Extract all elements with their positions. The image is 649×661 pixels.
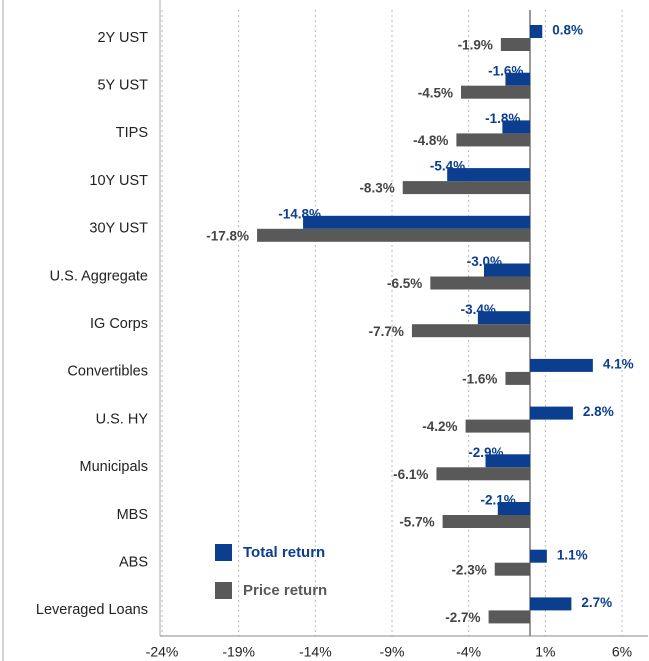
- bar: [494, 562, 530, 576]
- bar: [529, 549, 547, 563]
- bar: [529, 358, 593, 372]
- legend-swatch: [215, 582, 232, 599]
- data-label: -1.9%: [458, 38, 493, 53]
- bar: [477, 311, 530, 325]
- bar: [257, 228, 530, 242]
- data-label: -8.3%: [359, 181, 394, 196]
- data-label: -4.5%: [418, 85, 453, 100]
- bar: [411, 324, 530, 338]
- y-tick-label: 2Y UST: [97, 30, 148, 46]
- data-label: -2.7%: [445, 610, 480, 625]
- data-label: 0.8%: [552, 23, 583, 38]
- data-label: -14.8%: [278, 206, 321, 221]
- data-label: -4.2%: [422, 419, 457, 434]
- y-tick-label: IG Corps: [90, 316, 148, 332]
- y-tick-label: ABS: [119, 555, 148, 571]
- bar: [505, 371, 530, 385]
- x-tick-label: -4%: [456, 644, 481, 660]
- data-label: 2.7%: [581, 595, 612, 610]
- x-tick-label: 6%: [612, 644, 632, 660]
- bar: [442, 515, 530, 528]
- bar: [529, 406, 573, 420]
- data-label: -3.4%: [461, 302, 496, 317]
- y-tick-label: 5Y UST: [97, 78, 148, 94]
- bar: [500, 38, 530, 51]
- data-label: -7.7%: [369, 324, 404, 339]
- bar: [497, 502, 530, 515]
- bar: [465, 419, 530, 433]
- legend-label: Price return: [243, 582, 327, 599]
- y-tick-label: Convertibles: [67, 364, 148, 380]
- bar: [460, 85, 530, 99]
- data-label: -3.0%: [467, 254, 502, 269]
- y-tick-label: MBS: [117, 507, 148, 523]
- bar: [529, 25, 543, 38]
- bar: [505, 72, 530, 86]
- bar: [436, 467, 530, 481]
- bar: [402, 181, 530, 195]
- y-tick-label: 30Y UST: [89, 221, 148, 237]
- x-tick-label: -9%: [380, 644, 405, 660]
- y-tick-label: 10Y UST: [89, 173, 148, 189]
- data-label: -2.9%: [468, 445, 503, 460]
- data-label: 1.1%: [557, 547, 588, 562]
- data-label: -1.8%: [485, 111, 520, 126]
- data-label: -1.6%: [462, 371, 497, 386]
- bar: [483, 263, 530, 277]
- data-label: -2.1%: [481, 493, 516, 508]
- data-label: -1.6%: [488, 63, 523, 78]
- y-tick-label: Municipals: [80, 459, 149, 475]
- data-label: -5.4%: [430, 159, 465, 174]
- bar: [529, 597, 572, 611]
- data-label: -4.8%: [413, 133, 448, 148]
- bar: [485, 454, 530, 468]
- x-tick-label: -19%: [222, 644, 255, 660]
- bar: [488, 610, 530, 624]
- data-label: -2.3%: [451, 562, 486, 577]
- bar: [456, 133, 530, 147]
- x-tick-label: -14%: [299, 644, 332, 660]
- data-label: -17.8%: [206, 228, 249, 243]
- data-label: -5.7%: [399, 515, 434, 530]
- data-label: -6.5%: [387, 276, 422, 291]
- data-label: 4.1%: [603, 356, 634, 371]
- bar: [430, 276, 530, 290]
- y-tick-label: Leveraged Loans: [36, 602, 148, 618]
- bar: [447, 168, 530, 182]
- y-tick-label: U.S. HY: [96, 411, 149, 427]
- data-label: 2.8%: [583, 404, 614, 419]
- x-tick-label: -24%: [146, 644, 179, 660]
- legend-swatch: [215, 544, 232, 561]
- y-tick-label: TIPS: [116, 125, 148, 141]
- y-tick-label: U.S. Aggregate: [50, 268, 148, 284]
- bar: [303, 215, 530, 229]
- legend-label: Total return: [243, 544, 325, 561]
- x-tick-label: 1%: [535, 644, 555, 660]
- data-label: -6.1%: [393, 467, 428, 482]
- bar: [502, 120, 530, 134]
